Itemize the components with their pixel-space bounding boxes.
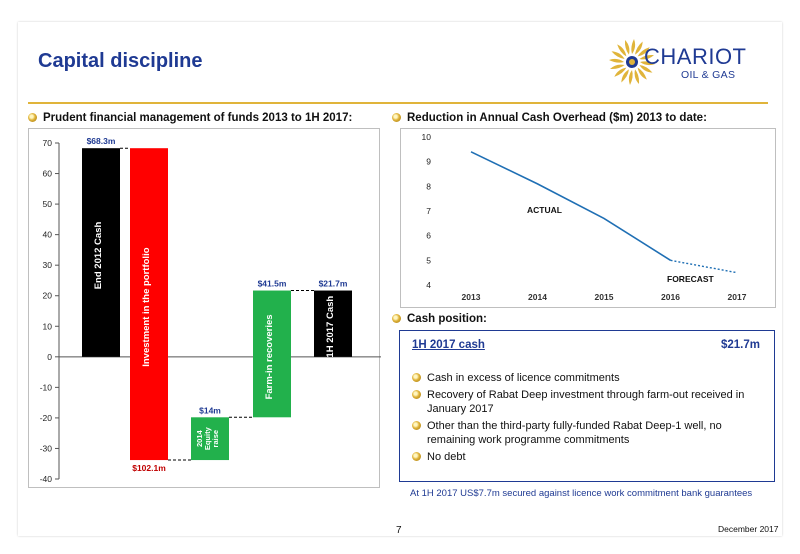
y-tick-label: 5 <box>426 255 431 265</box>
y-tick-label: 10 <box>422 132 432 142</box>
bar-value-label: $68.3m <box>87 136 116 146</box>
list-item: Cash in excess of licence commitments <box>412 371 768 385</box>
header-rule <box>28 102 768 104</box>
x-tick-label: 2016 <box>661 292 680 302</box>
bar-0 <box>82 148 120 357</box>
bar-label: Farm-in recoveries <box>264 314 275 399</box>
bar-label: raise <box>211 430 220 448</box>
bar-value-label: $21.7m <box>319 279 348 289</box>
logo-name: CHARIOT <box>644 44 747 69</box>
cash-value: $21.7m <box>720 339 760 351</box>
list-item: Other than the third-party fully-funded … <box>412 419 768 447</box>
y-tick-label: 6 <box>426 231 431 241</box>
bar-label: End 2012 Cash <box>93 222 104 290</box>
logo-subtitle: OIL & GAS <box>681 69 736 81</box>
cash-position-box: 1H 2017 cash $21.7m Cash in excess of li… <box>399 330 775 482</box>
series-line-1 <box>670 259 738 274</box>
chariot-logo-icon <box>609 39 655 85</box>
logo-ray <box>640 61 655 66</box>
logo-ray <box>621 69 629 83</box>
left-heading-text: Prudent financial management of funds 20… <box>43 112 353 124</box>
series-label-actual: ACTUAL <box>527 205 562 215</box>
x-tick-label: 2014 <box>528 292 547 302</box>
y-tick-label: 8 <box>426 181 431 191</box>
logo-ray <box>609 64 625 70</box>
footnote: At 1H 2017 US$7.7m secured against licen… <box>410 488 753 499</box>
overhead-line-chart: 4 5 6 7 8 9 10 2013 2014 2015 2016 2017 ACTUAL FORECA… <box>422 132 747 302</box>
gold-bullet-icon <box>412 452 421 461</box>
bar-1 <box>130 148 168 461</box>
x-tick-label: 2015 <box>595 292 614 302</box>
y-tick-label: 7 <box>426 206 431 216</box>
right-heading-text: Reduction in Annual Cash Overhead ($m) 2… <box>407 112 707 124</box>
bar-value-label: $14m <box>199 405 221 415</box>
logo-ray <box>637 67 647 80</box>
cash-section-heading: Cash position: <box>392 313 487 325</box>
logo-ray <box>637 47 650 57</box>
y-tick-label: 20 <box>43 291 53 301</box>
bar-3 <box>253 290 291 418</box>
y-tick-label: -20 <box>40 413 53 423</box>
bar-label: Investment in the portfolio <box>141 247 152 366</box>
bar-2 <box>191 417 229 461</box>
y-tick-label: 60 <box>43 169 53 179</box>
logo-ray <box>611 51 625 59</box>
bar-value-label: $41.5m <box>258 279 287 289</box>
gold-bullet-icon <box>392 314 401 323</box>
bar-label: 2014 <box>195 430 204 448</box>
logo-ray <box>609 58 624 63</box>
waterfall-chart: 70 60 50 40 30 20 10 0 -10 -20 -30 -40 End 2012 Cash… <box>40 136 381 484</box>
y-tick-label: -10 <box>40 382 53 392</box>
slide-date: December 2017 <box>718 524 779 534</box>
waterfall-chart-panel: 70 60 50 40 30 20 10 0 -10 -20 -30 -40 End 2012 Cash… <box>28 128 381 488</box>
bar-4 <box>314 290 352 357</box>
y-tick-label: -30 <box>40 443 53 453</box>
y-tick-label: -40 <box>40 474 53 484</box>
bar-label: 1H 2017 Cash <box>325 296 336 358</box>
gold-bullet-icon <box>28 113 37 122</box>
logo-ray <box>634 69 640 85</box>
logo-ray <box>628 70 633 85</box>
right-section-heading: Reduction in Annual Cash Overhead ($m) 2… <box>392 112 707 124</box>
y-tick-label: 70 <box>43 138 53 148</box>
left-section-heading: Prudent financial management of funds 20… <box>28 112 352 124</box>
list-item: No debt <box>412 450 768 464</box>
cash-summary-row: 1H 2017 cash $21.7m <box>412 339 760 351</box>
y-tick-label: 4 <box>426 280 431 290</box>
y-tick-label: 30 <box>43 260 53 270</box>
cash-heading-text: Cash position: <box>407 313 487 325</box>
gold-bullet-icon <box>412 421 421 430</box>
overhead-chart-panel: 4 5 6 7 8 9 10 2013 2014 2015 2016 2017 ACTUAL FORECA… <box>400 128 776 308</box>
series-line-0 <box>470 151 671 262</box>
cash-label: 1H 2017 cash <box>412 339 485 351</box>
list-item: Recovery of Rabat Deep investment throug… <box>412 388 768 416</box>
logo-ray <box>624 39 630 55</box>
logo-ray <box>614 67 627 77</box>
logo-ray <box>639 54 655 60</box>
logo-ray <box>617 44 627 57</box>
bar-value-label: $102.1m <box>132 463 166 473</box>
gold-bullet-icon <box>412 390 421 399</box>
logo-ray <box>639 65 653 73</box>
series-label-forecast: FORECAST <box>667 274 715 284</box>
bar-label: Equity <box>203 426 212 450</box>
page-title: Capital discipline <box>38 50 203 72</box>
logo-ray <box>635 41 643 55</box>
y-tick-label: 40 <box>43 230 53 240</box>
y-tick-label: 0 <box>47 352 52 362</box>
x-tick-label: 2013 <box>462 292 481 302</box>
cash-bullet-list: Cash in excess of licence commitments Re… <box>412 371 768 467</box>
page-number: 7 <box>396 525 402 536</box>
y-tick-label: 9 <box>426 157 431 167</box>
x-tick-label: 2017 <box>728 292 747 302</box>
y-tick-label: 10 <box>43 321 53 331</box>
gold-bullet-icon <box>392 113 401 122</box>
y-tick-label: 50 <box>43 199 53 209</box>
logo-ray <box>631 39 636 54</box>
gold-bullet-icon <box>412 373 421 382</box>
